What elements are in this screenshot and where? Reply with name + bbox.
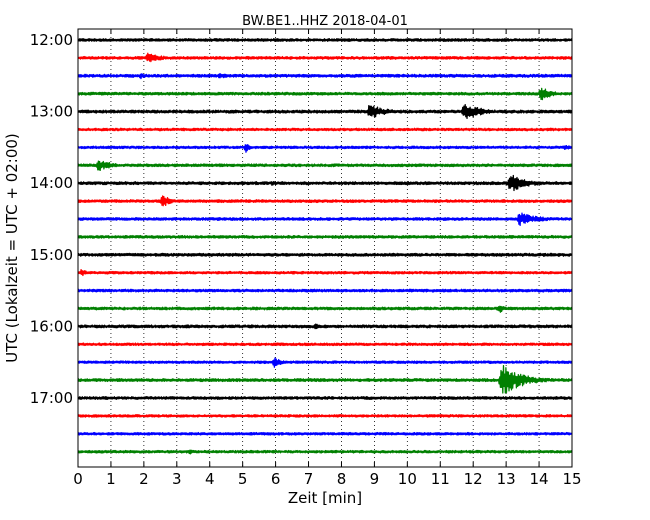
y-tick-label: 17:00 [30, 389, 73, 407]
x-tick-label: 2 [139, 470, 149, 488]
x-tick-label: 14 [530, 470, 549, 488]
x-tick-label: 5 [238, 470, 248, 488]
x-tick-label: 1 [106, 470, 116, 488]
y-tick-label: 14:00 [30, 174, 73, 192]
trace-line [77, 174, 573, 192]
chart-title: BW.BE1..HHZ 2018-04-01 [242, 14, 408, 29]
trace-line [77, 234, 573, 239]
x-tick-label: 0 [73, 470, 83, 488]
y-tick-label: 16:00 [30, 317, 73, 335]
x-tick-label: 11 [431, 470, 450, 488]
x-tick-label: 12 [464, 470, 483, 488]
x-tick-label: 9 [370, 470, 380, 488]
x-tick-label: 7 [304, 470, 314, 488]
y-tick-label: 12:00 [30, 31, 73, 49]
trace-line [77, 212, 573, 227]
seismic-traces [77, 38, 573, 455]
x-tick-label: 10 [398, 470, 417, 488]
trace-line [77, 323, 573, 330]
trace-line [77, 305, 573, 313]
trace-line [77, 288, 573, 293]
x-axis-label: Zeit [min] [288, 489, 362, 507]
plot-frame [77, 28, 573, 468]
x-tick-label: 6 [271, 470, 281, 488]
x-tick-label: 3 [172, 470, 182, 488]
trace-line [77, 268, 573, 277]
trace-line [77, 52, 573, 63]
trace-line [77, 365, 573, 394]
x-tick-label: 13 [497, 470, 516, 488]
trace-line [77, 127, 573, 132]
trace-line [77, 449, 573, 455]
y-axis-label: UTC (Lokalzeit = UTC + 02:00) [3, 133, 21, 363]
y-tick-label: 15:00 [30, 246, 73, 264]
trace-line [77, 357, 573, 368]
x-tick-label: 15 [562, 470, 581, 488]
trace-line [77, 195, 573, 207]
trace-line [77, 395, 573, 400]
y-axis: 12:00 13:00 14:00 15:00 16:00 17:00 [30, 31, 572, 407]
trace-line [77, 87, 573, 101]
trace-line [77, 103, 573, 120]
trace-line [77, 431, 573, 436]
trace-line [77, 342, 573, 347]
x-tick-label: 8 [337, 470, 347, 488]
x-tick-label: 4 [205, 470, 215, 488]
trace-line [77, 160, 573, 172]
trace-line [77, 38, 573, 42]
trace-line [77, 414, 573, 418]
y-tick-label: 13:00 [30, 103, 73, 121]
x-axis: 0 1 2 3 4 5 6 7 8 9 10 11 12 13 14 15 [73, 29, 582, 488]
trace-line [77, 252, 573, 257]
trace-line [77, 73, 573, 80]
trace-line [77, 144, 573, 153]
